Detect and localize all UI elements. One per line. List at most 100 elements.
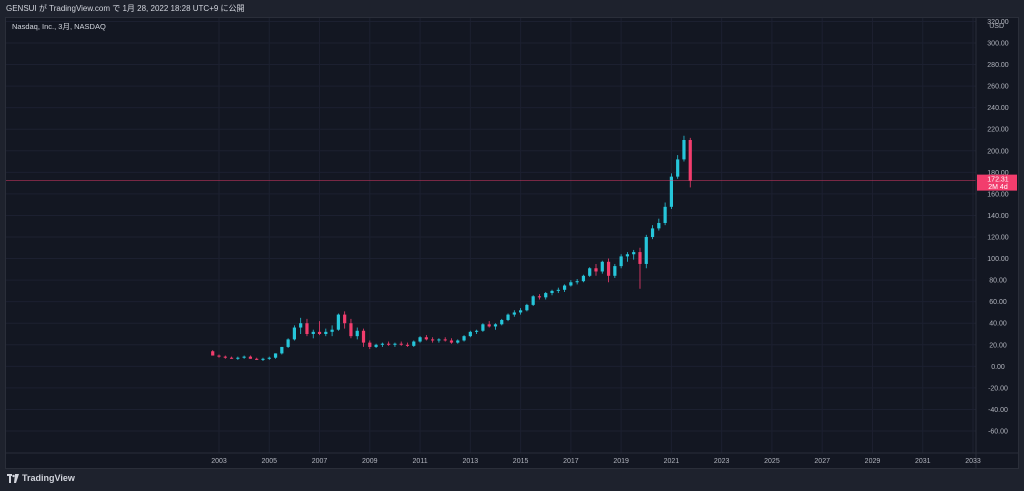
y-tick-label: 320.00 (987, 19, 1009, 26)
last-price-badge: 172.31 2M 4d (977, 174, 1017, 191)
tradingview-logo-icon (7, 473, 19, 483)
candle-body (387, 343, 391, 345)
candle-body (255, 358, 259, 360)
candle-body (581, 275, 586, 282)
candle-body (324, 331, 328, 334)
publish-caption: GENSUI が TradingView.com で 1月 28, 2022 1… (0, 0, 1024, 17)
x-tick-label: 2029 (865, 458, 881, 465)
candle-body (217, 355, 221, 357)
candle-body (223, 356, 227, 358)
candle-body (267, 357, 271, 359)
tradingview-logo[interactable]: TradingView (7, 473, 75, 483)
candle-body (606, 261, 611, 276)
candle-body (330, 329, 334, 332)
candle-body (537, 296, 542, 298)
x-tick-label: 2033 (965, 458, 981, 465)
y-tick-label: 140.00 (987, 213, 1009, 220)
candle-body (650, 228, 655, 237)
y-tick-label: -40.00 (988, 407, 1008, 414)
y-tick-label: -60.00 (988, 429, 1008, 436)
candle-body (380, 343, 384, 345)
candle-body (506, 314, 510, 320)
candle-body (688, 140, 692, 181)
x-tick-label: 2023 (714, 458, 730, 465)
candle-body (343, 314, 347, 324)
candle-body (669, 176, 673, 207)
x-tick-label: 2003 (211, 458, 227, 465)
bar-countdown: 2M 4d (988, 184, 1008, 191)
candle-body (368, 342, 372, 347)
candle-body (361, 330, 366, 343)
candle-body (569, 282, 573, 286)
candle-body (424, 337, 428, 340)
x-tick-label: 2025 (764, 458, 780, 465)
candle-body (273, 353, 278, 358)
y-tick-label: 200.00 (987, 148, 1009, 155)
candle-body (500, 319, 504, 325)
x-tick-label: 2015 (513, 458, 529, 465)
candle-body (317, 331, 322, 334)
x-tick-label: 2021 (664, 458, 680, 465)
candle-body (286, 339, 290, 347)
candle-body (229, 357, 234, 359)
x-tick-label: 2017 (563, 458, 579, 465)
candle-body (475, 330, 479, 332)
candle-body (632, 252, 636, 255)
x-tick-label: 2031 (915, 458, 931, 465)
candle-body (625, 254, 630, 257)
candle-body (613, 266, 617, 276)
y-tick-label: 240.00 (987, 105, 1009, 112)
x-tick-label: 2019 (613, 458, 629, 465)
candle-body (449, 340, 454, 343)
candle-body (305, 323, 309, 334)
footer-bar (0, 469, 1024, 491)
candle-body (242, 356, 246, 358)
y-tick-label: 280.00 (987, 62, 1009, 69)
candlestick-chart[interactable]: 320.00 300.00 280.00 260.00 240.00 220.00 200.… (6, 18, 1018, 468)
candle-body (236, 357, 240, 359)
candle-body (418, 337, 422, 342)
y-tick-label: 80.00 (989, 278, 1007, 285)
candle-body (550, 290, 554, 294)
candle-body (405, 344, 410, 346)
y-tick-label: 300.00 (987, 41, 1009, 48)
tradingview-brand-text: TradingView (22, 473, 75, 483)
candle-body (481, 324, 485, 331)
y-tick-label: 160.00 (987, 191, 1009, 198)
candle-body (248, 356, 253, 359)
y-tick-label: 120.00 (987, 235, 1009, 242)
y-tick-label: 60.00 (989, 299, 1007, 306)
candle-body (443, 339, 447, 341)
candle-body (663, 206, 667, 223)
candle-body (619, 256, 623, 267)
candle-body (336, 314, 340, 330)
x-tick-label: 2027 (814, 458, 830, 465)
price-axis[interactable]: 320.00 300.00 280.00 260.00 240.00 220.00 200.… (987, 19, 1009, 436)
y-tick-label: 180.00 (987, 170, 1009, 177)
candle-body (456, 340, 460, 343)
candles (211, 135, 692, 361)
chart-pane[interactable]: 320.00 300.00 280.00 260.00 240.00 220.00 200.… (5, 17, 1019, 469)
candle-body (644, 237, 648, 264)
candle-body (468, 331, 472, 337)
candle-body (657, 222, 661, 229)
candle-body (437, 339, 441, 341)
y-tick-label: 100.00 (987, 256, 1009, 263)
candle-body (562, 285, 567, 290)
candle-body (594, 268, 598, 272)
candle-body (638, 252, 642, 264)
time-axis[interactable]: 2003 2005 2007 2009 2011 2013 2015 2017 2019 2021… (211, 458, 981, 465)
candle-body (544, 293, 548, 298)
candle-body (588, 268, 592, 276)
candle-body (299, 323, 303, 328)
candle-body (311, 331, 315, 334)
candle-body (462, 336, 466, 341)
candle-body (349, 323, 353, 337)
symbol-label: Nasdaq, Inc., 3月, NASDAQ (12, 22, 106, 31)
x-tick-label: 2009 (362, 458, 378, 465)
candle-body (399, 343, 403, 345)
y-tick-label: 220.00 (987, 127, 1009, 134)
candle-body (676, 159, 680, 177)
candle-body (682, 140, 686, 160)
candle-body (512, 312, 516, 315)
